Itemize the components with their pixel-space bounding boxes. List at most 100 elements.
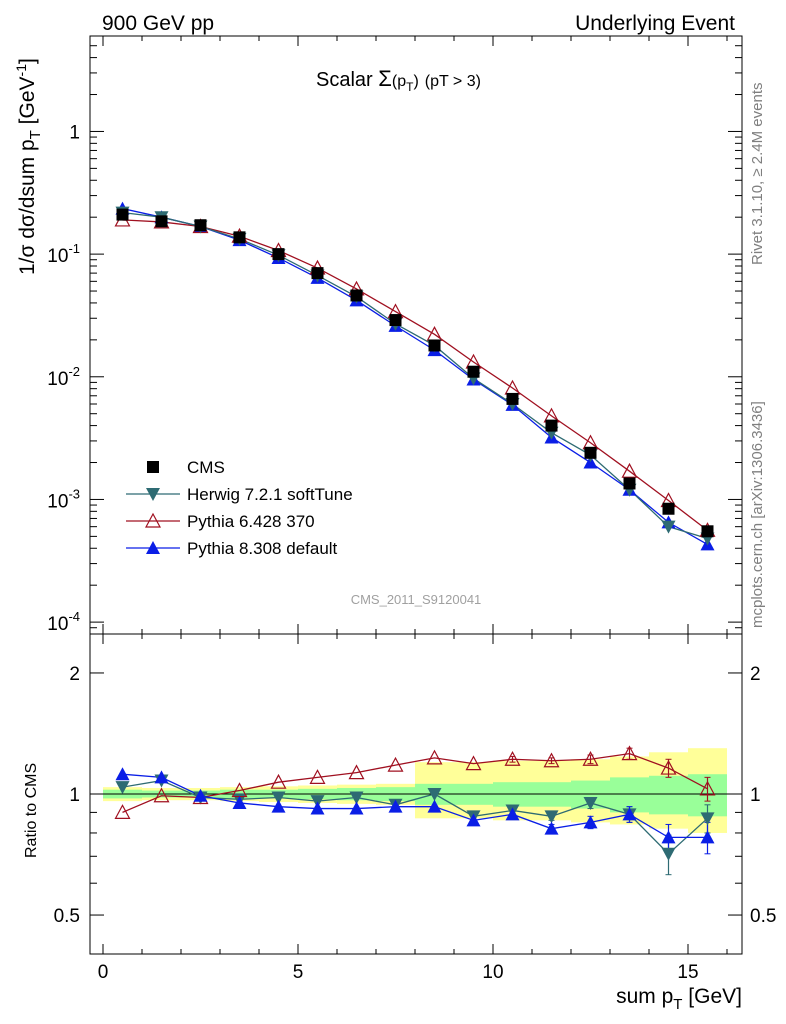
herwig-7-2-1-softtune-ratio-point <box>349 791 364 805</box>
pythia-6-428-370-ratio-point <box>387 756 404 772</box>
cms-point <box>272 248 285 261</box>
legend-herwig-7-2-1-softtune-label: Herwig 7.2.1 softTune <box>187 485 353 504</box>
header-right-label: Underlying Event <box>575 12 735 35</box>
legend-pythia-6-428-370-label: Pythia 6.428 370 <box>187 512 315 531</box>
plot-title-cut: (pT > 3) <box>425 73 481 90</box>
herwig-7-2-1-softtune-ratio-point <box>427 788 442 801</box>
xlabel-sub: T <box>673 996 682 1013</box>
ratio-series <box>114 745 716 876</box>
pythia-8-308-default-ratio-point <box>232 795 247 809</box>
pythia-8-308-default-ratio-point <box>622 807 637 821</box>
plot-title-main: Scalar <box>316 69 378 91</box>
ratio-y-tick-label-left: 1 <box>69 785 80 806</box>
pythia-6-428-370-ratio-point <box>621 745 638 761</box>
pythia-8-308-default-ratio-point <box>700 830 715 844</box>
pythia-6-428-370-ratio-line <box>122 752 708 813</box>
pythia-6-428-370-ratio-point <box>309 769 326 784</box>
pythia-8-308-default-ratio-point <box>427 799 442 813</box>
herwig-7-2-1-softtune-ratio-line <box>122 779 708 855</box>
cms-point <box>584 446 597 459</box>
cms-point <box>233 231 246 244</box>
x-tick-label: 0 <box>98 962 109 983</box>
pythia-8-308-default-ratio-point <box>310 801 325 815</box>
pythia-8-308-default-ratio-point <box>271 799 286 813</box>
x-tick-label: 15 <box>677 962 698 983</box>
cms-point <box>116 208 129 221</box>
pythia-6-428-370-ratio-point <box>114 804 131 819</box>
pythia-8-308-default-ratio-point <box>388 799 403 813</box>
plot-title-paren-open: (p <box>392 73 406 90</box>
tick-labels: 0 5 10 15 10-4 10-3 10-2 10-1 1 0.5 0.5 1 1 2 2 <box>47 122 776 983</box>
analysis-id: CMS_2011_S9120041 <box>351 592 482 607</box>
legend-cms-marker <box>147 461 159 473</box>
main-series <box>114 201 716 551</box>
cms-point <box>506 392 519 405</box>
pythia-8-308-default-ratio-point <box>544 821 559 835</box>
pythia-8-308-default-ratio-point <box>349 801 364 815</box>
ratio-y-tick-label-left: 2 <box>69 664 80 685</box>
herwig-7-2-1-softtune-ratio-point <box>115 781 130 795</box>
main-y-tick-label: 10-4 <box>47 609 80 635</box>
cms-point <box>155 215 168 228</box>
plot-title-sigma: Σ <box>378 66 392 91</box>
herwig-7-2-1-softtune-ratio-point <box>700 812 715 826</box>
ratio-y-tick-label-right: 1 <box>750 785 761 806</box>
legend-pythia-8-308-default-marker <box>146 541 160 554</box>
band-inner-bin <box>649 775 688 815</box>
main-y-tick-label: 10-3 <box>47 486 80 512</box>
x-tick-label: 5 <box>293 962 304 983</box>
ratio-y-axis-label: Ratio to CMS <box>23 763 40 858</box>
cms-point <box>467 365 480 378</box>
mcplots-label: mcplots.cern.ch [arXiv:1306.3436] <box>749 401 766 628</box>
cms-point <box>701 525 714 538</box>
main-y-tick-label: 1 <box>69 122 80 143</box>
pythia-6-428-370-ratio-point <box>426 749 443 765</box>
main-ylabel-sup: -1 <box>13 64 29 77</box>
pythia-6-428-370-ratio-point <box>660 759 677 775</box>
pythia-8-308-default-ratio-line <box>122 773 708 839</box>
rivet-label: Rivet 3.1.10, ≥ 2.4M events <box>749 83 766 266</box>
xlabel-part-b: [GeV] <box>682 985 742 1008</box>
pythia-8-308-default-ratio-point <box>193 788 208 802</box>
main-ylabel-part-a: 1/σ dσ/dsum p <box>16 139 39 275</box>
legend-pythia-6-428-370-marker <box>144 512 162 528</box>
x-tick-label: 10 <box>482 962 503 983</box>
main-ylabel-part-c: ] <box>16 58 39 64</box>
pythia-6-428-370-line <box>122 219 708 531</box>
main-y-tick-label: 10-2 <box>47 364 80 390</box>
pythia-8-308-default-ratio-point <box>115 767 130 781</box>
pythia-6-428-370-ratio-point <box>348 764 365 780</box>
plot-title-paren-close: ) <box>413 73 418 90</box>
ratio-y-tick-label-right: 2 <box>750 664 761 685</box>
pythia-6-428-370-ratio-point <box>270 773 287 789</box>
pythia-8-308-default-ratio-point <box>661 830 676 844</box>
herwig-7-2-1-softtune-line <box>122 211 708 540</box>
pythia-6-428-370-ratio-point <box>504 751 521 766</box>
ratio-y-tick-label-right: 0.5 <box>750 906 776 927</box>
herwig-7-2-1-softtune-ratio-point <box>583 796 598 810</box>
cms-point <box>194 219 207 232</box>
pythia-8-308-default-ratio-point <box>583 815 598 829</box>
legend-pythia-8-308-default-label: Pythia 8.308 default <box>187 539 338 558</box>
main-ylabel-part-b: [GeV <box>16 76 39 130</box>
herwig-7-2-1-softtune-point <box>661 520 676 534</box>
x-axis-label: sum pT [GeV] <box>616 985 742 1013</box>
pythia-6-428-370-ratio-point <box>543 752 560 768</box>
herwig-7-2-1-softtune-ratio-point <box>661 847 676 861</box>
pythia-8-308-default-ratio-point <box>154 770 169 784</box>
pythia-8-308-default-ratio-point <box>466 813 481 827</box>
cms-point <box>311 267 324 280</box>
header-left-label: 900 GeV pp <box>102 12 214 35</box>
plot-title-sub-t: T <box>406 80 414 94</box>
legend-cms-label: CMS <box>187 458 225 477</box>
main-y-axis-label: 1/σ dσ/dsum pT [GeV-1] <box>13 58 44 275</box>
cms-point <box>428 339 441 352</box>
xlabel-part-a: sum p <box>616 985 673 1008</box>
pythia-6-428-370-ratio-point <box>153 787 170 803</box>
cms-point <box>389 314 402 327</box>
herwig-7-2-1-softtune-ratio-point <box>271 791 286 805</box>
cms-point <box>623 477 636 490</box>
legend-herwig-7-2-1-softtune-marker <box>146 488 160 501</box>
main-y-tick-label: 10-1 <box>47 241 80 267</box>
